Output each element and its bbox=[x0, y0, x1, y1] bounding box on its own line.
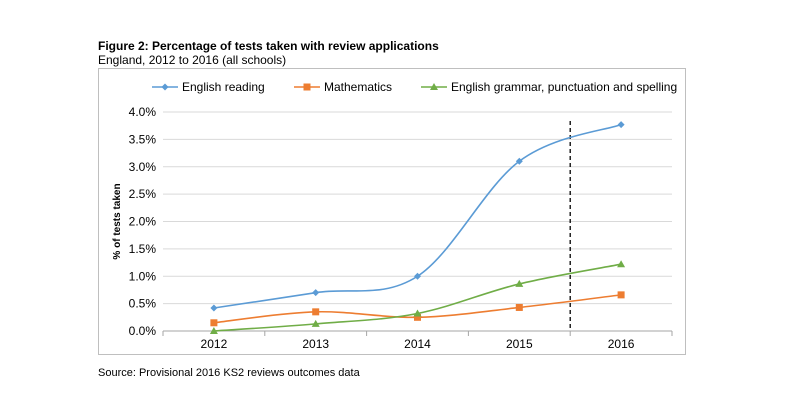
legend-swatch-marker bbox=[303, 83, 311, 91]
y-tick-label: 2.5% bbox=[129, 187, 157, 201]
series-3-point bbox=[617, 260, 626, 268]
series-3-point bbox=[413, 309, 422, 317]
x-tick-label: 2015 bbox=[506, 337, 533, 351]
legend-swatch-marker bbox=[161, 83, 169, 91]
figure-title: Figure 2: Percentage of tests taken with… bbox=[98, 39, 439, 53]
series-2-point bbox=[312, 308, 320, 316]
y-tick-label: 1.0% bbox=[129, 269, 157, 283]
series-1-point bbox=[617, 121, 625, 129]
legend-swatch-marker bbox=[430, 83, 438, 90]
legend-label: Mathematics bbox=[324, 80, 392, 94]
y-tick-label: 2.0% bbox=[129, 215, 157, 229]
series-1-point bbox=[515, 157, 523, 165]
y-tick-label: 3.5% bbox=[129, 132, 157, 146]
chart-frame bbox=[98, 68, 686, 355]
x-tick-label: 2013 bbox=[302, 337, 329, 351]
source-note: Source: Provisional 2016 KS2 reviews out… bbox=[98, 367, 360, 379]
series-2-point bbox=[210, 319, 218, 327]
series-line-1 bbox=[213, 123, 622, 309]
series-1-point bbox=[414, 272, 421, 280]
series-2-point bbox=[414, 313, 421, 321]
series-3-point bbox=[515, 279, 524, 287]
y-tick-label: 1.5% bbox=[129, 242, 157, 256]
legend-label: English reading bbox=[182, 80, 265, 94]
y-axis-label: % of tests taken bbox=[112, 183, 123, 259]
figure-subtitle: England, 2012 to 2016 (all schools) bbox=[98, 53, 287, 67]
y-tick-label: 0.5% bbox=[129, 297, 157, 311]
series-2-point bbox=[515, 303, 523, 311]
y-tick-label: 4.0% bbox=[129, 105, 157, 119]
x-tick-label: 2012 bbox=[201, 337, 228, 351]
x-tick-label: 2014 bbox=[404, 337, 431, 351]
series-3-point bbox=[311, 319, 320, 327]
legend-label: English grammar, punctuation and spellin… bbox=[451, 80, 677, 94]
y-tick-label: 3.0% bbox=[129, 160, 157, 174]
series-1-point bbox=[312, 289, 320, 297]
series-2-point bbox=[617, 291, 625, 299]
y-tick-label: 0.0% bbox=[129, 324, 157, 338]
series-3-point bbox=[209, 327, 218, 334]
x-tick-label: 2016 bbox=[608, 337, 635, 351]
series-1-point bbox=[210, 304, 218, 312]
